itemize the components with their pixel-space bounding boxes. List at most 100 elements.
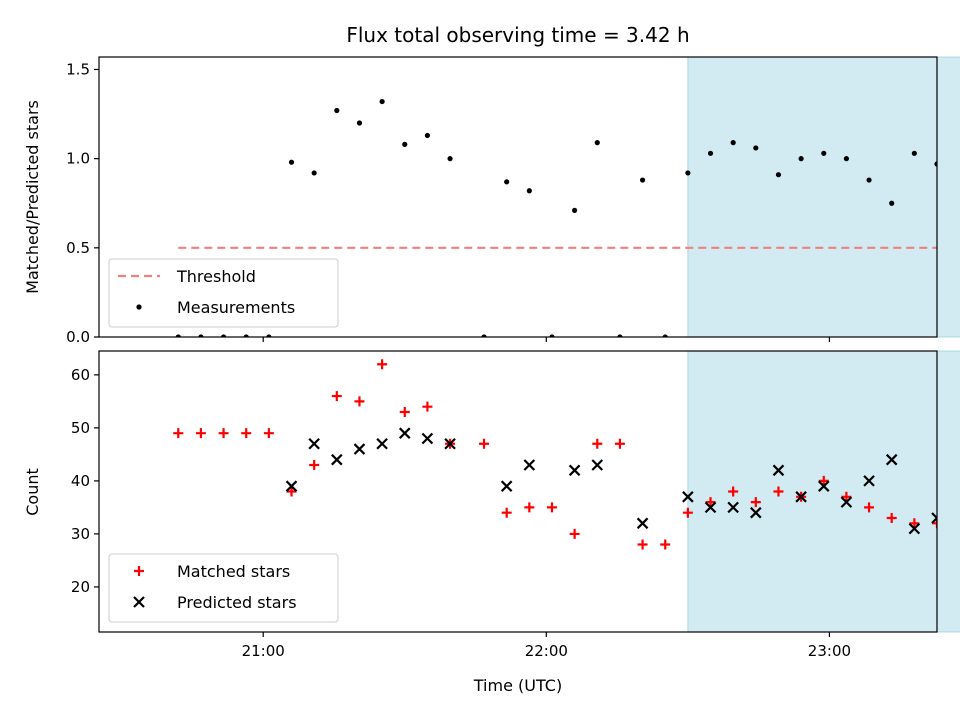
- y-tick-label: 20: [71, 578, 90, 596]
- bottom-series-predicted-stars: [285, 427, 937, 535]
- data-point: [421, 432, 434, 445]
- data-point: [286, 486, 297, 497]
- x-tick-label: 22:00: [525, 642, 568, 660]
- data-point: [866, 177, 872, 183]
- data-point: [840, 496, 853, 508]
- y-tick-label: 30: [71, 525, 90, 543]
- data-point: [817, 480, 830, 492]
- data-point: [843, 156, 850, 162]
- bottom-series-matched-stars: [173, 359, 937, 550]
- data-point: [356, 120, 363, 126]
- data-point: [592, 438, 603, 449]
- data-point: [526, 188, 532, 194]
- data-point: [263, 428, 274, 439]
- data-point: [750, 506, 762, 519]
- x-tick-label: 23:00: [808, 642, 851, 660]
- bottom-axes-frame: [98, 350, 938, 633]
- bottom-panel: 203040506021:0022:0023:0000:0001:0002:00…: [23, 350, 960, 660]
- data-point: [685, 170, 691, 176]
- bottom-legend: Matched stars Predicted stars: [108, 553, 339, 623]
- data-point: [594, 140, 600, 146]
- data-point: [728, 486, 739, 497]
- data-point: [195, 428, 206, 439]
- data-point: [479, 438, 490, 449]
- data-point: [424, 132, 431, 139]
- data-point: [241, 428, 252, 439]
- data-point: [662, 334, 668, 337]
- data-point: [376, 438, 388, 450]
- data-point: [285, 480, 298, 492]
- data-point: [727, 501, 739, 514]
- data-point: [402, 141, 408, 147]
- data-point: [931, 512, 937, 524]
- y-tick-label: 60: [71, 366, 90, 384]
- data-point: [377, 359, 388, 370]
- legend-box: [108, 258, 339, 328]
- data-point: [911, 150, 917, 156]
- data-point: [775, 172, 782, 178]
- data-point: [334, 107, 340, 114]
- data-point: [422, 401, 433, 412]
- data-point: [614, 438, 625, 449]
- data-point: [308, 438, 320, 450]
- bottom-plot-area: [173, 359, 937, 550]
- chart-title: Flux total observing time = 3.42 h: [346, 23, 689, 47]
- data-point: [637, 539, 648, 550]
- data-point: [243, 334, 249, 337]
- top-plot-area: [175, 98, 937, 337]
- top-series-measurements: [175, 98, 937, 337]
- y-tick-label: 0.5: [66, 239, 90, 257]
- data-point: [331, 391, 342, 402]
- data-point: [841, 491, 852, 502]
- data-point: [569, 528, 580, 539]
- data-point: [266, 334, 272, 337]
- data-point: [524, 502, 535, 513]
- legend-label: Measurements: [177, 298, 295, 317]
- data-point: [795, 491, 807, 503]
- data-point: [821, 150, 827, 156]
- data-point: [636, 517, 649, 530]
- data-point: [398, 427, 411, 439]
- data-point: [444, 438, 456, 450]
- data-point: [773, 486, 784, 497]
- data-point: [682, 491, 694, 503]
- y-tick-label: 1.0: [66, 150, 90, 168]
- data-point: [660, 539, 671, 550]
- top-shaded-region: [687, 56, 960, 338]
- data-point: [309, 459, 320, 470]
- data-point: [864, 502, 875, 513]
- data-point: [682, 507, 693, 518]
- legend-swatch: [134, 566, 144, 576]
- data-point: [353, 443, 366, 455]
- data-point: [704, 501, 717, 514]
- y-tick-label: 50: [71, 419, 90, 437]
- data-point: [354, 396, 365, 407]
- bottom-y-axis-label: Count: [23, 468, 42, 516]
- data-point: [591, 459, 604, 471]
- data-point: [447, 156, 453, 162]
- data-point: [909, 518, 920, 529]
- data-point: [288, 159, 295, 165]
- data-point: [889, 200, 895, 206]
- data-point: [399, 406, 410, 417]
- data-point: [504, 179, 510, 185]
- data-point: [546, 502, 557, 513]
- x-tick-label: 21:00: [242, 642, 285, 660]
- data-point: [908, 522, 921, 535]
- y-tick-label: 1.5: [66, 60, 90, 78]
- top-legend: Threshold Measurements: [108, 258, 339, 328]
- data-point: [523, 459, 536, 471]
- data-point: [750, 497, 761, 508]
- data-point: [730, 140, 736, 146]
- data-point: [863, 475, 875, 487]
- data-point: [568, 464, 581, 477]
- data-point: [331, 453, 343, 466]
- top-y-axis-label: Matched/Predicted stars: [23, 100, 42, 294]
- data-point: [753, 145, 759, 151]
- data-point: [885, 453, 898, 466]
- legend-label: Threshold: [176, 267, 256, 286]
- legend-label: Matched stars: [177, 562, 290, 581]
- data-point: [572, 207, 578, 213]
- top-panel: 0.0 0.5 1.0 1.5 Matched/Predicted stars Thres…: [23, 56, 960, 346]
